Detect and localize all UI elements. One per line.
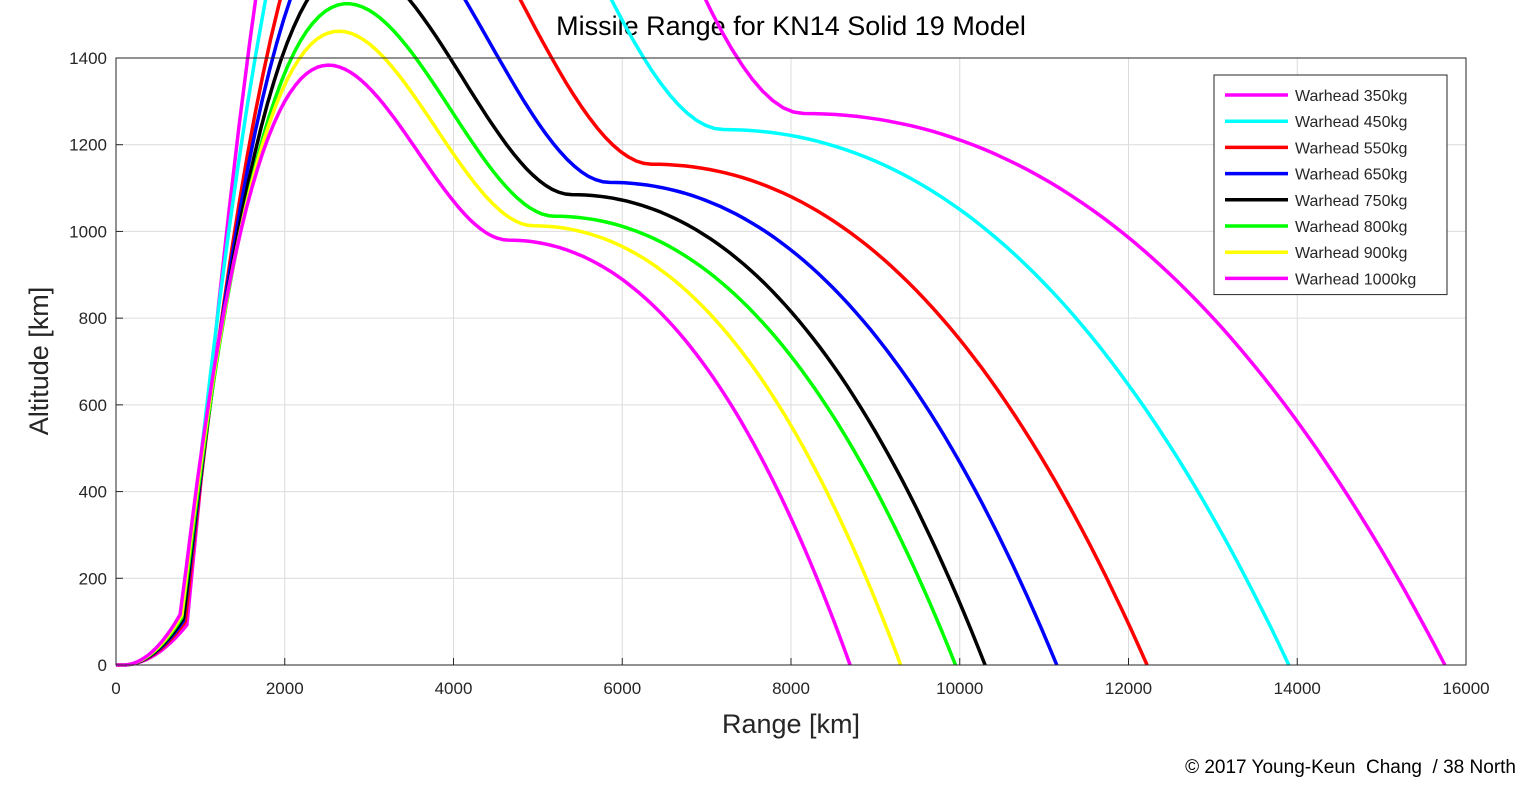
legend-entry: Warhead 750kg [1295,193,1407,210]
legend-entry: Warhead 550kg [1295,140,1407,157]
y-tick-label: 0 [98,656,107,675]
x-axis-label: Range [km] [722,709,860,739]
x-tick-label: 12000 [1105,679,1152,698]
y-tick-label: 800 [79,309,107,328]
x-tick-label: 0 [111,679,120,698]
copyright-credit: © 2017 Young-Keun Chang / 38 North [1185,757,1516,778]
y-tick-label: 600 [79,396,107,415]
x-tick-label: 6000 [603,679,641,698]
y-tick-label: 200 [79,569,107,588]
x-tick-label: 10000 [936,679,983,698]
legend-entry: Warhead 450kg [1295,114,1407,131]
x-tick-label: 8000 [772,679,810,698]
legend-entry: Warhead 650kg [1295,167,1407,184]
y-tick-label: 1200 [69,136,107,155]
chart-title: Missile Range for KN14 Solid 19 Model [556,11,1026,41]
x-tick-label: 2000 [266,679,304,698]
legend-entry: Warhead 800kg [1295,219,1407,236]
x-tick-label: 16000 [1442,679,1489,698]
legend-box [1213,74,1448,296]
y-tick-label: 1400 [69,49,107,68]
legend: Warhead 350kg Warhead 450kg Warhead 550kg W… [1213,74,1448,296]
legend-entry: Warhead 1000kg [1295,271,1416,288]
axis-ticks: 0 2000 4000 6000 8000 10000 12000 14000 16000 0 20… [69,49,1489,698]
y-tick-label: 1000 [69,222,107,241]
series-line-8 [115,63,852,667]
series-lines [115,0,1447,667]
legend-entry: Warhead 900kg [1295,245,1407,262]
y-axis-label: Altitude [km] [24,287,54,436]
legend-entry: Warhead 350kg [1295,88,1407,105]
y-tick-label: 400 [79,483,107,502]
x-tick-label: 14000 [1274,679,1321,698]
x-tick-label: 4000 [435,679,473,698]
